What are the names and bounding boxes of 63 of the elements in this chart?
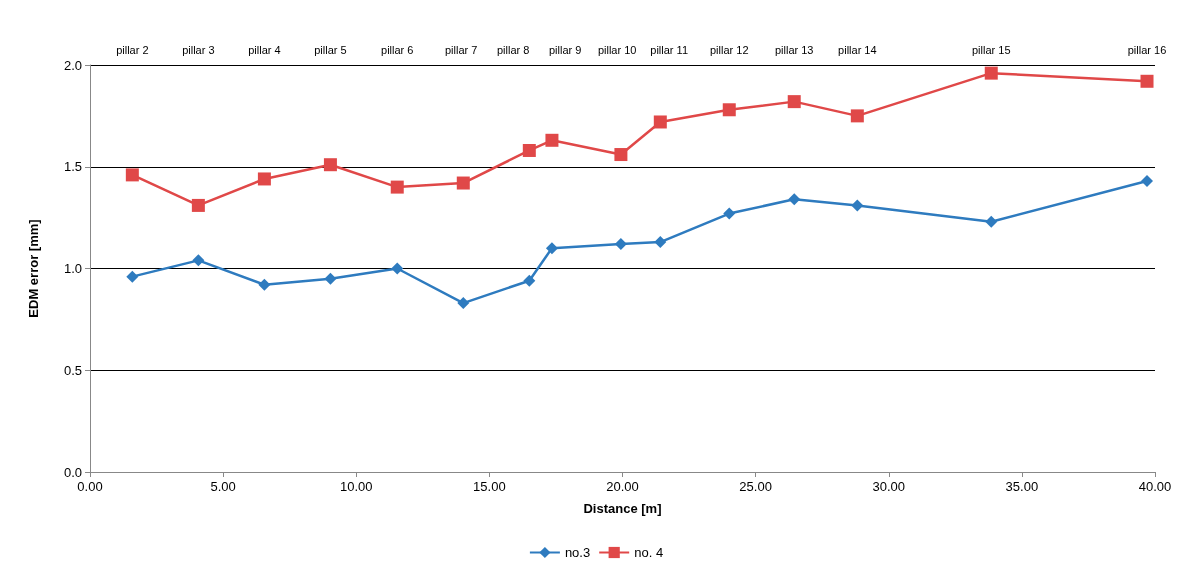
text: pillar 3	[182, 44, 215, 56]
point	[653, 115, 667, 129]
point	[257, 172, 271, 186]
point	[324, 272, 337, 285]
text: pillar 10	[597, 44, 637, 56]
point	[545, 133, 559, 147]
text: pillar 2	[116, 44, 149, 56]
text: pillar 8	[496, 44, 530, 56]
x-tick-label: 20.00	[606, 479, 639, 494]
y-tick-label: 0.0	[63, 464, 82, 480]
x-tick-label: 40.00	[1138, 479, 1172, 494]
point	[391, 262, 404, 275]
x-tick-label: 5.00	[210, 479, 236, 494]
point	[390, 180, 404, 194]
x-tick-label: 0.00	[77, 479, 103, 494]
point	[1140, 74, 1154, 88]
text: pillar 15	[971, 44, 1011, 56]
text: pillar 7	[444, 44, 478, 56]
point	[1141, 174, 1154, 187]
point	[850, 109, 864, 123]
text: pillar 13	[774, 44, 814, 56]
point	[722, 103, 736, 117]
y-tick-label: 1.5	[63, 159, 82, 175]
point	[192, 254, 205, 267]
x-tick-label: 30.00	[872, 479, 906, 494]
point	[851, 199, 864, 212]
x-tick-label: 10.00	[339, 479, 373, 494]
y-axis-title: EDM error [mm]	[26, 219, 41, 318]
text: pillar 6	[381, 44, 414, 56]
point	[456, 176, 470, 190]
point	[614, 148, 628, 162]
text: pillar 5	[314, 44, 347, 56]
y-tick-label: 1.0	[63, 261, 82, 276]
x-tick-label: 15.00	[473, 479, 506, 494]
point	[985, 215, 998, 228]
point	[125, 168, 139, 182]
point	[788, 193, 801, 206]
point	[323, 158, 337, 172]
point	[457, 297, 470, 310]
point	[258, 278, 271, 291]
text: pillar 14	[838, 44, 877, 56]
point	[522, 143, 536, 157]
x-tick-label: 35.00	[1005, 479, 1039, 494]
x-axis-title: Distance [m]	[583, 501, 662, 516]
text: pillar 11	[650, 44, 689, 56]
text: pillar 16	[1127, 44, 1167, 56]
point	[984, 66, 998, 80]
text: pillar 12	[710, 44, 749, 56]
y-tick-label: 0.5	[63, 362, 82, 378]
legend-label: no.3	[564, 545, 591, 560]
point	[654, 236, 667, 249]
point	[191, 198, 205, 212]
text: pillar 4	[248, 44, 281, 56]
point	[545, 242, 558, 255]
text: pillar 9	[548, 44, 582, 56]
x-tick-label: 25.00	[739, 479, 772, 494]
y-tick-label: 2.0	[63, 57, 82, 73]
point	[614, 238, 627, 251]
point	[523, 274, 536, 287]
point	[126, 270, 139, 283]
point	[723, 207, 736, 220]
point	[787, 95, 801, 109]
legend-label: no. 4	[634, 545, 664, 560]
